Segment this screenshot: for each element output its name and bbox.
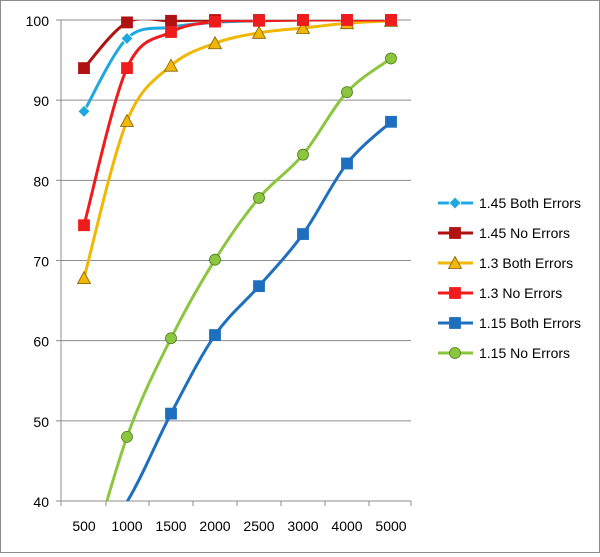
legend-item: 1.3 No Errors <box>438 285 562 301</box>
gridlines <box>61 19 411 502</box>
series-group <box>82 20 393 501</box>
data-point <box>341 14 353 26</box>
data-point <box>251 25 267 39</box>
y-tick-label: 60 <box>33 334 49 350</box>
legend-marker <box>449 227 461 239</box>
x-tick-label: 3000 <box>287 518 318 534</box>
data-point <box>163 58 179 72</box>
legend-marker <box>449 287 461 299</box>
data-point <box>120 31 134 46</box>
data-point <box>253 192 265 204</box>
series-line-2 <box>82 20 392 279</box>
y-tick-label: 100 <box>26 13 50 29</box>
legend-label: 1.45 No Errors <box>479 225 570 241</box>
y-tick-label: 50 <box>33 414 49 430</box>
legend-item: 1.45 No Errors <box>438 225 570 241</box>
y-tick-label: 40 <box>33 494 49 510</box>
data-point <box>119 113 135 127</box>
legend-item: 1.15 Both Errors <box>438 315 581 331</box>
markers-group <box>76 13 399 443</box>
x-tick-label: 5000 <box>375 518 406 534</box>
x-tick-label: 2500 <box>243 518 274 534</box>
data-point <box>165 407 177 420</box>
legend-item: 1.15 No Errors <box>438 345 570 361</box>
data-point <box>297 14 309 26</box>
data-point <box>121 430 133 443</box>
legend-label: 1.3 No Errors <box>479 285 562 301</box>
x-tick-label: 1000 <box>111 518 142 534</box>
legend-marker <box>447 255 463 269</box>
legend-label: 1.15 Both Errors <box>479 315 581 331</box>
data-point <box>253 280 265 293</box>
data-point <box>121 62 133 74</box>
legend: 1.45 Both Errors 1.45 No Errors 1.3 Both E… <box>438 195 581 361</box>
legend-label: 1.45 Both Errors <box>479 195 581 211</box>
data-point <box>165 14 177 27</box>
data-point <box>121 16 133 29</box>
data-point <box>78 219 90 232</box>
data-point <box>78 62 90 74</box>
legend-item: 1.3 Both Errors <box>438 255 573 271</box>
data-point <box>209 15 221 28</box>
legend-marker <box>448 196 462 210</box>
series-line-5 <box>105 57 392 501</box>
y-tick-label: 70 <box>33 254 49 270</box>
data-point <box>385 52 397 65</box>
data-point <box>209 253 221 266</box>
data-point <box>207 35 223 50</box>
data-point <box>76 270 92 285</box>
data-point <box>253 14 265 27</box>
data-point <box>297 148 309 161</box>
x-tick-label: 500 <box>72 518 96 534</box>
x-tick-label: 2000 <box>199 518 230 534</box>
legend-item: 1.45 Both Errors <box>438 195 581 211</box>
series-line-4 <box>125 120 393 501</box>
data-point <box>297 228 309 240</box>
data-point <box>295 20 311 34</box>
data-point <box>77 104 91 118</box>
axes: 40 50 60 70 80 90 100 500 1000 1500 2000 2500 3000 40… <box>26 13 412 534</box>
data-point <box>385 14 397 26</box>
data-point <box>341 86 353 99</box>
x-tick-label: 1500 <box>155 518 186 534</box>
legend-label: 1.3 Both Errors <box>479 255 573 271</box>
y-tick-label: 90 <box>33 93 49 109</box>
x-tick-label: 4000 <box>331 518 362 534</box>
data-point <box>165 26 177 38</box>
data-point <box>341 157 353 170</box>
legend-marker <box>449 317 461 329</box>
data-point <box>385 115 397 128</box>
data-point <box>165 332 177 345</box>
data-point <box>209 329 221 341</box>
legend-marker <box>449 347 461 359</box>
y-tick-label: 80 <box>33 173 49 189</box>
legend-label: 1.15 No Errors <box>479 345 570 361</box>
